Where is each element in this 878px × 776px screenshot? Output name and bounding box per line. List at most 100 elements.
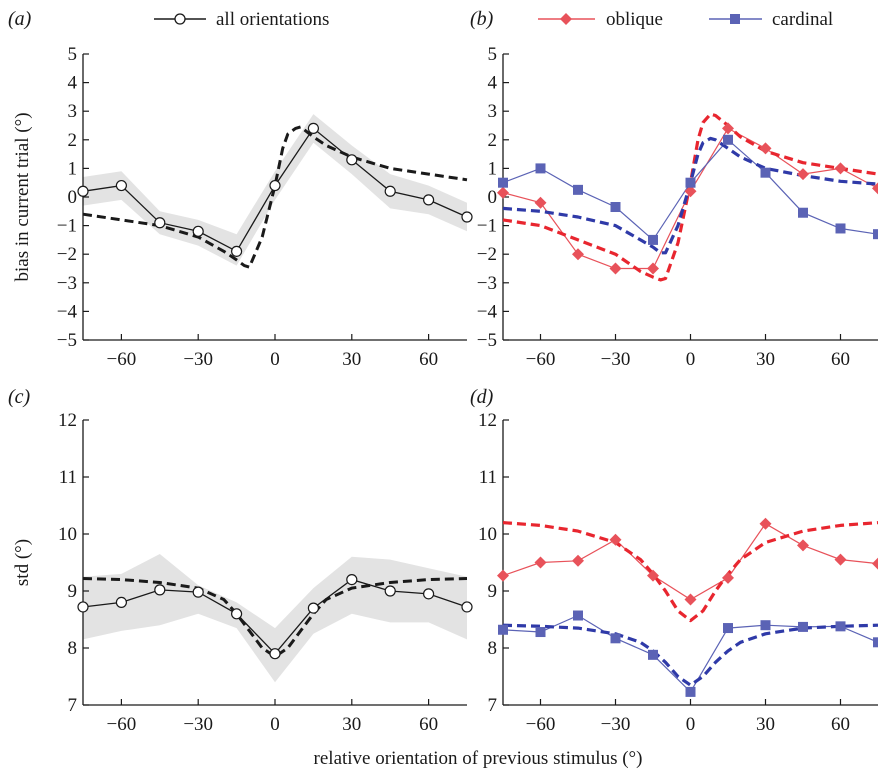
panel-d-oblique-fit-line (502, 521, 878, 623)
panel-d-oblique-point (609, 533, 622, 546)
panel-d-oblique-point (497, 569, 509, 582)
panel-c-y-tick-label: 10 (58, 524, 77, 545)
panel-b-cardinal-point (723, 134, 733, 145)
panel-a-y-tick-label: −2 (57, 244, 77, 265)
panel-b-y-tick-label: 5 (488, 44, 498, 65)
panel-c-y-tick-label: 7 (68, 695, 78, 716)
panel-a: (a) bias in current trial (°) −5 −4 −3 −2 −1 0 1… (8, 8, 473, 370)
panel-c-all-orientations-point (231, 608, 243, 620)
panel-a-all-orientations-point (192, 225, 204, 237)
panel-a-y-tick-label: −4 (57, 301, 78, 322)
panel-a-y-tick-label: 3 (68, 101, 78, 122)
panel-d-cardinal-point (798, 621, 808, 632)
panel-c-all-orientations-point (384, 585, 396, 597)
panel-a-x-tick-label: 60 (419, 349, 438, 370)
panel-d-oblique-point (797, 539, 809, 552)
panel-c-all-orientations-point (115, 596, 128, 609)
panel-b-y-tick-label: −4 (477, 301, 498, 322)
panel-a-y-axis-title: bias in current trial (°) (12, 112, 33, 281)
panel-c-label: (c) (8, 386, 31, 408)
panel-b-oblique-point (684, 185, 697, 198)
panel-d-x-tick-label: 0 (686, 714, 696, 735)
panel-b-oblique-point (534, 196, 547, 209)
panel-d-cardinal-point (873, 637, 878, 648)
panel-a-all-orientations-point (384, 185, 396, 197)
panel-a-y-tick-label: −1 (57, 216, 77, 237)
legend: all orientations oblique cardinal (154, 9, 833, 30)
panel-d-oblique-point (684, 593, 697, 606)
panel-a-all-orientations-point (154, 217, 166, 229)
panel-a-all-orientations-point (231, 245, 243, 257)
panel-b-y-tick-label: 3 (488, 101, 498, 122)
panel-a-all-orientations-point (423, 194, 435, 206)
panel-b-cardinal-point (535, 163, 546, 174)
legend-all-label: all orientations (216, 9, 329, 30)
panel-a-y-tick-label: −5 (57, 330, 77, 351)
panel-b-oblique-point (834, 162, 847, 175)
panel-d-x-tick-label: 60 (831, 714, 850, 735)
panel-b-oblique-point (872, 182, 878, 195)
panel-b-cardinal-point (760, 167, 771, 178)
panel-a-all-orientations-fit-line (82, 125, 468, 269)
panel-c-y-tick-label: 11 (59, 467, 77, 488)
legend-cardinal-marker (730, 14, 740, 24)
panel-c-x-tick-label: 30 (342, 714, 361, 735)
legend-oblique-marker (560, 13, 572, 25)
panel-a-all-orientations-point (346, 154, 358, 166)
panel-d-oblique-point (722, 571, 734, 584)
panel-d-oblique-point (647, 569, 659, 582)
panel-b-oblique-data-line (502, 127, 878, 270)
panel-c: (c) std (°) 7 8 9 10 11 12 −60 −30 0 30 60 (8, 386, 473, 735)
panel-b-oblique-point (497, 186, 509, 199)
panel-c-y-axis-title: std (°) (12, 539, 33, 586)
panel-b-y-tick-label: 2 (488, 130, 498, 151)
panel-d-y-tick-label: 12 (478, 410, 497, 431)
panel-d-y-tick-label: 8 (488, 638, 498, 659)
legend-all-marker (174, 13, 186, 25)
panel-b-oblique-point (572, 248, 584, 261)
panel-d: (d) 7 8 9 10 11 12 −60 −30 0 30 60 (470, 386, 878, 735)
panel-c-all-orientations-point (461, 601, 473, 613)
panel-b-x-tick-label: 60 (831, 349, 850, 370)
panel-c-y-tick-label: 8 (68, 638, 78, 659)
legend-oblique-label: oblique (606, 9, 663, 30)
panel-c-y-tick-label: 12 (58, 410, 77, 431)
panel-c-confidence-band (83, 554, 467, 683)
panel-c-x-tick-label: 0 (270, 714, 280, 735)
panel-c-x-tick-label: −60 (107, 714, 137, 735)
panel-d-cardinal-point (835, 621, 846, 632)
panel-a-all-orientations-point (269, 179, 281, 192)
panel-d-y-tick-label: 11 (479, 467, 497, 488)
panel-a-y-tick-label: 0 (68, 187, 78, 208)
panel-b-cardinal-point (798, 207, 808, 218)
panel-b-y-tick-label: −2 (477, 244, 497, 265)
panel-b: (b) −5 −4 −3 −2 −1 0 1 2 3 4 5 −60 −30 0 30 60 (470, 8, 878, 370)
panel-c-all-orientations-point (346, 573, 358, 586)
panel-c-x-tick-label: 60 (419, 714, 438, 735)
panel-a-y-tick-label: 1 (68, 158, 78, 179)
panel-d-y-tick-label: 9 (488, 581, 498, 602)
panel-c-all-orientations-point (307, 602, 319, 614)
panel-b-x-tick-label: −30 (601, 349, 631, 370)
panel-b-cardinal-point (873, 229, 878, 240)
panel-d-x-tick-label: 30 (756, 714, 775, 735)
panel-a-y-tick-label: 2 (68, 130, 78, 151)
panel-d-cardinal-fit-line (502, 623, 878, 687)
panel-d-label: (d) (470, 386, 494, 408)
panel-b-cardinal-point (835, 223, 846, 234)
panel-a-all-orientations-point (115, 179, 128, 192)
panel-a-all-orientations-point (307, 122, 319, 134)
panel-d-x-tick-label: −30 (601, 714, 631, 735)
panel-d-cardinal-point (685, 686, 696, 697)
panel-d-oblique-point (572, 554, 584, 567)
panel-c-all-orientations-point (77, 601, 89, 613)
panel-c-x-tick-label: −30 (183, 714, 213, 735)
panel-a-label: (a) (8, 8, 32, 30)
panel-d-cardinal-point (723, 623, 733, 634)
panel-b-cardinal-point (685, 177, 696, 188)
panel-d-cardinal-point (535, 627, 546, 638)
panel-b-y-tick-label: 0 (488, 187, 498, 208)
panel-a-x-tick-label: −60 (107, 349, 137, 370)
panel-b-oblique-point (609, 262, 622, 275)
panel-b-oblique-point (722, 122, 734, 135)
